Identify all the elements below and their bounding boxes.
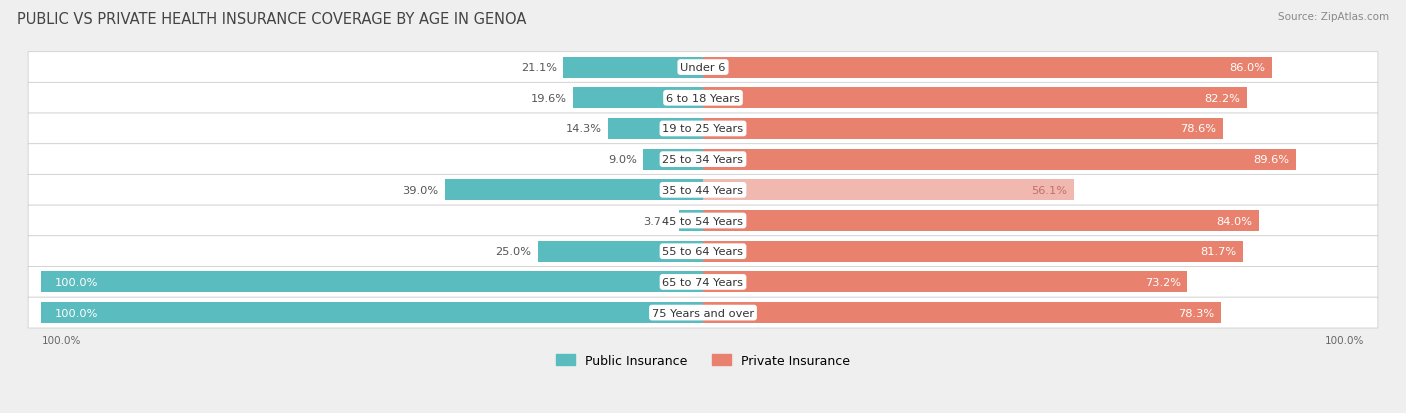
Text: 100.0%: 100.0% [41,335,80,345]
Bar [703,241,1243,262]
Bar [703,211,1258,231]
Text: 9.0%: 9.0% [607,155,637,165]
Text: 100.0%: 100.0% [55,277,98,287]
Text: 84.0%: 84.0% [1216,216,1253,226]
Text: 81.7%: 81.7% [1201,247,1237,256]
Legend: Public Insurance, Private Insurance: Public Insurance, Private Insurance [551,349,855,372]
Bar [537,241,703,262]
Text: 100.0%: 100.0% [55,308,98,318]
Text: 21.1%: 21.1% [520,63,557,73]
Bar [679,211,703,231]
Bar [703,88,1247,109]
Bar [703,302,1220,323]
Bar [564,57,703,78]
Text: 14.3%: 14.3% [565,124,602,134]
Text: 25.0%: 25.0% [495,247,531,256]
Text: 89.6%: 89.6% [1253,155,1289,165]
Bar [574,88,703,109]
Text: 75 Years and over: 75 Years and over [652,308,754,318]
Text: 55 to 64 Years: 55 to 64 Years [662,247,744,256]
Text: Under 6: Under 6 [681,63,725,73]
Text: 65 to 74 Years: 65 to 74 Years [662,277,744,287]
Text: 78.3%: 78.3% [1178,308,1215,318]
Text: 19.6%: 19.6% [530,93,567,104]
Bar [703,119,1223,140]
Text: PUBLIC VS PRIVATE HEALTH INSURANCE COVERAGE BY AGE IN GENOA: PUBLIC VS PRIVATE HEALTH INSURANCE COVER… [17,12,526,27]
FancyBboxPatch shape [28,145,1378,175]
FancyBboxPatch shape [28,52,1378,83]
Bar [703,272,1187,293]
Bar [703,150,1296,170]
Text: 45 to 54 Years: 45 to 54 Years [662,216,744,226]
Text: 39.0%: 39.0% [402,185,439,195]
Text: 3.7%: 3.7% [643,216,672,226]
Bar [446,180,703,201]
FancyBboxPatch shape [28,175,1378,206]
Text: 19 to 25 Years: 19 to 25 Years [662,124,744,134]
Bar [609,119,703,140]
Bar [644,150,703,170]
FancyBboxPatch shape [28,297,1378,328]
FancyBboxPatch shape [28,114,1378,145]
Text: Source: ZipAtlas.com: Source: ZipAtlas.com [1278,12,1389,22]
Bar [703,57,1272,78]
FancyBboxPatch shape [28,236,1378,267]
Text: 6 to 18 Years: 6 to 18 Years [666,93,740,104]
Text: 56.1%: 56.1% [1032,185,1067,195]
Bar [41,272,703,293]
FancyBboxPatch shape [28,206,1378,236]
FancyBboxPatch shape [28,267,1378,298]
Text: 78.6%: 78.6% [1181,124,1216,134]
FancyBboxPatch shape [28,83,1378,114]
Text: 73.2%: 73.2% [1144,277,1181,287]
Text: 25 to 34 Years: 25 to 34 Years [662,155,744,165]
Text: 100.0%: 100.0% [1326,335,1365,345]
Text: 86.0%: 86.0% [1229,63,1265,73]
Bar [41,302,703,323]
Text: 35 to 44 Years: 35 to 44 Years [662,185,744,195]
Bar [703,180,1074,201]
Text: 82.2%: 82.2% [1205,93,1240,104]
